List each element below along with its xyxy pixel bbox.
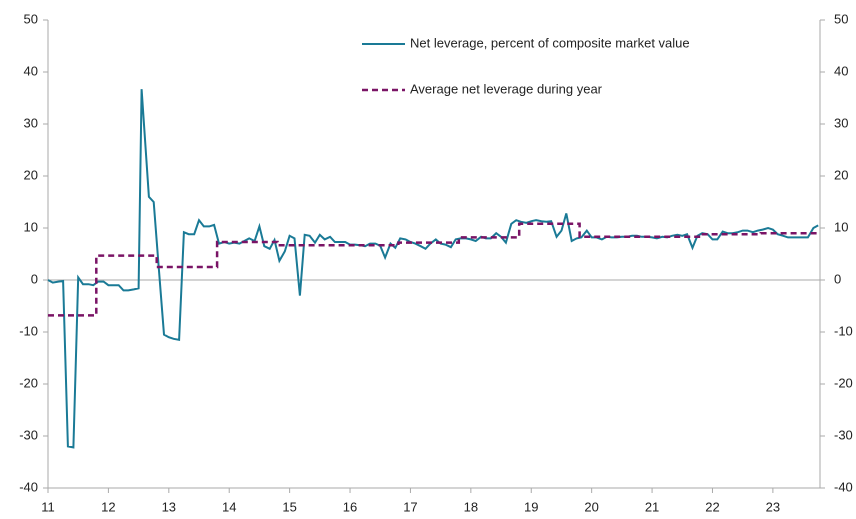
x-tick-label: 18 bbox=[464, 499, 478, 514]
y-tick-label: -20 bbox=[19, 375, 38, 390]
legend-label: Net leverage, percent of composite marke… bbox=[410, 35, 690, 50]
y-tick-label: 0 bbox=[31, 271, 38, 286]
y-tick-label: 30 bbox=[24, 115, 38, 130]
y2-tick-label: -10 bbox=[834, 323, 853, 338]
x-tick-label: 13 bbox=[162, 499, 176, 514]
x-tick-label: 21 bbox=[645, 499, 659, 514]
y2-tick-label: -30 bbox=[834, 427, 853, 442]
y2-tick-label: -20 bbox=[834, 375, 853, 390]
x-tick-label: 19 bbox=[524, 499, 538, 514]
x-tick-label: 22 bbox=[705, 499, 719, 514]
y2-tick-label: 30 bbox=[834, 115, 848, 130]
y-tick-label: 10 bbox=[24, 219, 38, 234]
y-tick-label: 20 bbox=[24, 167, 38, 182]
x-tick-label: 14 bbox=[222, 499, 236, 514]
y-tick-label: 40 bbox=[24, 63, 38, 78]
y2-tick-label: 50 bbox=[834, 11, 848, 26]
series-line bbox=[48, 222, 820, 317]
x-tick-label: 12 bbox=[101, 499, 115, 514]
y-tick-label: -40 bbox=[19, 479, 38, 494]
y2-tick-label: -40 bbox=[834, 479, 853, 494]
x-tick-label: 15 bbox=[282, 499, 296, 514]
y-tick-label: 50 bbox=[24, 11, 38, 26]
x-tick-label: 17 bbox=[403, 499, 417, 514]
y2-tick-label: 20 bbox=[834, 167, 848, 182]
y2-tick-label: 40 bbox=[834, 63, 848, 78]
series-line bbox=[47, 89, 819, 449]
x-tick-label: 16 bbox=[343, 499, 357, 514]
legend-label: Average net leverage during year bbox=[410, 81, 603, 96]
y2-tick-label: 0 bbox=[834, 271, 841, 286]
y-tick-label: -10 bbox=[19, 323, 38, 338]
y2-tick-label: 10 bbox=[834, 219, 848, 234]
y-tick-label: -30 bbox=[19, 427, 38, 442]
x-tick-label: 20 bbox=[584, 499, 598, 514]
x-tick-label: 23 bbox=[766, 499, 780, 514]
x-tick-label: 11 bbox=[41, 499, 55, 514]
